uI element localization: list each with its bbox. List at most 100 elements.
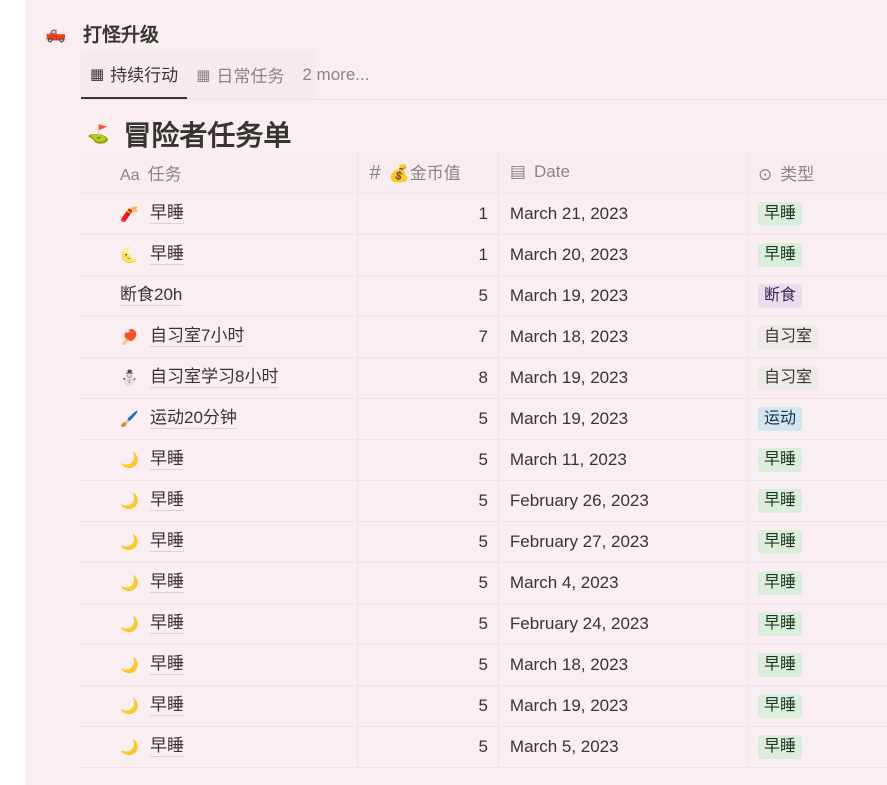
task-name[interactable]: 自习室学习8小时 xyxy=(150,367,279,388)
task-cell[interactable]: 🌙 早睡 xyxy=(80,480,357,522)
table-row[interactable]: ⛄ 自习室学习8小时 8 March 19, 2023 自习室 xyxy=(80,357,887,399)
date-cell[interactable]: February 24, 2023 xyxy=(497,603,748,645)
type-tag: 早睡 xyxy=(758,447,803,472)
task-name[interactable]: 早睡 xyxy=(150,531,184,552)
task-cell[interactable]: 🌙 早睡 xyxy=(80,562,357,604)
column-header-coins[interactable]: # 💰金币值 xyxy=(356,152,499,194)
date-cell[interactable]: March 18, 2023 xyxy=(497,644,748,686)
date-cell[interactable]: March 19, 2023 xyxy=(497,357,748,399)
task-cell[interactable]: 🌙 早睡 xyxy=(80,644,357,686)
tab-持续行动[interactable]: ▦ 持续行动 xyxy=(81,50,188,99)
coins-cell[interactable]: 5 xyxy=(356,685,499,727)
table-row[interactable]: 断食20h 5 March 19, 2023 断食 xyxy=(80,275,887,317)
type-cell[interactable]: 自习室 xyxy=(747,357,887,399)
type-cell[interactable]: 自习室 xyxy=(747,316,887,358)
date-cell[interactable]: March 11, 2023 xyxy=(497,439,748,481)
table-row[interactable]: 🌙 早睡 5 March 4, 2023 早睡 xyxy=(80,562,887,604)
column-header-type[interactable]: ⊙ 类型 xyxy=(747,152,887,194)
type-tag: 早睡 xyxy=(758,734,803,759)
coins-cell[interactable]: 5 xyxy=(356,275,499,317)
task-table: Aa 任务 # 💰金币值 ▤ Date ⊙ 类型 🧨 早睡 1 March 21, 2023 早睡 🌜 早… xyxy=(80,152,887,768)
task-cell[interactable]: ⛄ 自习室学习8小时 xyxy=(80,357,357,399)
date-cell[interactable]: February 27, 2023 xyxy=(497,521,748,563)
date-cell[interactable]: March 4, 2023 xyxy=(497,562,748,604)
date-cell[interactable]: March 19, 2023 xyxy=(497,275,748,317)
table-row[interactable]: 🏓 自习室7小时 7 March 18, 2023 自习室 xyxy=(80,316,887,358)
task-cell[interactable]: 🌜 早睡 xyxy=(80,234,357,276)
table-row[interactable]: 🌜 早睡 1 March 20, 2023 早睡 xyxy=(80,234,887,276)
task-name[interactable]: 早睡 xyxy=(150,203,184,224)
date-cell[interactable]: March 21, 2023 xyxy=(497,193,748,235)
coins-cell[interactable]: 5 xyxy=(356,480,499,522)
page-title: 打怪升级 xyxy=(83,25,160,46)
task-cell[interactable]: 断食20h xyxy=(80,275,357,317)
task-cell[interactable]: 🧨 早睡 xyxy=(80,193,357,235)
coins-cell[interactable]: 5 xyxy=(356,644,499,686)
task-name[interactable]: 早睡 xyxy=(150,613,184,634)
date-cell[interactable]: March 20, 2023 xyxy=(497,234,748,276)
task-name[interactable]: 早睡 xyxy=(150,654,184,675)
task-name[interactable]: 早睡 xyxy=(150,572,184,593)
date-cell[interactable]: February 26, 2023 xyxy=(497,480,748,522)
coins-cell[interactable]: 8 xyxy=(356,357,499,399)
task-name[interactable]: 早睡 xyxy=(150,736,184,757)
database-title-text[interactable]: 冒险者任务单 xyxy=(123,120,292,151)
coins-cell[interactable]: 5 xyxy=(356,439,499,481)
table-row[interactable]: 🧨 早睡 1 March 21, 2023 早睡 xyxy=(80,193,887,235)
type-cell[interactable]: 早睡 xyxy=(747,439,887,481)
type-cell[interactable]: 断食 xyxy=(747,275,887,317)
type-cell[interactable]: 早睡 xyxy=(747,521,887,563)
type-cell[interactable]: 早睡 xyxy=(747,644,887,686)
table-row[interactable]: 🌙 早睡 5 February 26, 2023 早睡 xyxy=(80,480,887,522)
table-row[interactable]: 🌙 早睡 5 February 27, 2023 早睡 xyxy=(80,521,887,563)
table-row[interactable]: 🌙 早睡 5 March 18, 2023 早睡 xyxy=(80,644,887,686)
task-name[interactable]: 早睡 xyxy=(150,244,184,265)
select-icon: ⊙ xyxy=(758,164,773,184)
task-name[interactable]: 早睡 xyxy=(150,490,184,511)
task-name[interactable]: 断食20h xyxy=(120,285,183,306)
tab-日常任务[interactable]: ▦ 日常任务 xyxy=(187,50,293,99)
coins-cell[interactable]: 7 xyxy=(356,316,499,358)
type-tag: 早睡 xyxy=(758,693,803,718)
table-row[interactable]: 🌙 早睡 5 March 5, 2023 早睡 xyxy=(80,726,887,768)
coins-cell[interactable]: 5 xyxy=(356,726,499,768)
coins-cell[interactable]: 1 xyxy=(356,234,499,276)
task-cell[interactable]: 🌙 早睡 xyxy=(80,603,357,645)
task-cell[interactable]: 🌙 早睡 xyxy=(80,685,357,727)
task-cell[interactable]: 🖌️ 运动20分钟 xyxy=(80,398,357,440)
date-cell[interactable]: March 5, 2023 xyxy=(497,726,748,768)
type-cell[interactable]: 运动 xyxy=(747,398,887,440)
coins-cell[interactable]: 5 xyxy=(356,521,499,563)
task-cell[interactable]: 🌙 早睡 xyxy=(80,439,357,481)
task-name[interactable]: 早睡 xyxy=(150,695,184,716)
coins-cell[interactable]: 1 xyxy=(356,193,499,235)
table-row[interactable]: 🌙 早睡 5 March 19, 2023 早睡 xyxy=(80,685,887,727)
date-cell[interactable]: March 18, 2023 xyxy=(497,316,748,358)
task-cell[interactable]: 🏓 自习室7小时 xyxy=(80,316,357,358)
task-cell[interactable]: 🌙 早睡 xyxy=(80,726,357,768)
type-cell[interactable]: 早睡 xyxy=(747,480,887,522)
date-cell[interactable]: March 19, 2023 xyxy=(497,398,748,440)
table-row[interactable]: 🖌️ 运动20分钟 5 March 19, 2023 运动 xyxy=(80,398,887,440)
coins-cell[interactable]: 5 xyxy=(356,603,499,645)
coins-cell[interactable]: 5 xyxy=(356,562,499,604)
type-cell[interactable]: 早睡 xyxy=(747,603,887,645)
task-name[interactable]: 自习室7小时 xyxy=(150,326,245,347)
column-header-task[interactable]: Aa 任务 xyxy=(80,152,357,194)
type-cell[interactable]: 早睡 xyxy=(747,726,887,768)
task-name[interactable]: 运动20分钟 xyxy=(150,408,237,429)
date-cell[interactable]: March 19, 2023 xyxy=(497,685,748,727)
task-emoji-icon: 🌙 xyxy=(120,533,139,551)
type-cell[interactable]: 早睡 xyxy=(747,562,887,604)
type-cell[interactable]: 早睡 xyxy=(747,193,887,235)
coins-cell[interactable]: 5 xyxy=(356,398,499,440)
task-cell[interactable]: 🌙 早睡 xyxy=(80,521,357,563)
column-header-date[interactable]: ▤ Date xyxy=(497,152,748,194)
more-views-button[interactable]: 2 more... xyxy=(293,50,378,99)
table-row[interactable]: 🌙 早睡 5 February 24, 2023 早睡 xyxy=(80,603,887,645)
type-cell[interactable]: 早睡 xyxy=(747,234,887,276)
table-row[interactable]: 🌙 早睡 5 March 11, 2023 早睡 xyxy=(80,439,887,481)
type-cell[interactable]: 早睡 xyxy=(747,685,887,727)
column-label: 任务 xyxy=(147,164,182,184)
task-name[interactable]: 早睡 xyxy=(150,449,184,470)
